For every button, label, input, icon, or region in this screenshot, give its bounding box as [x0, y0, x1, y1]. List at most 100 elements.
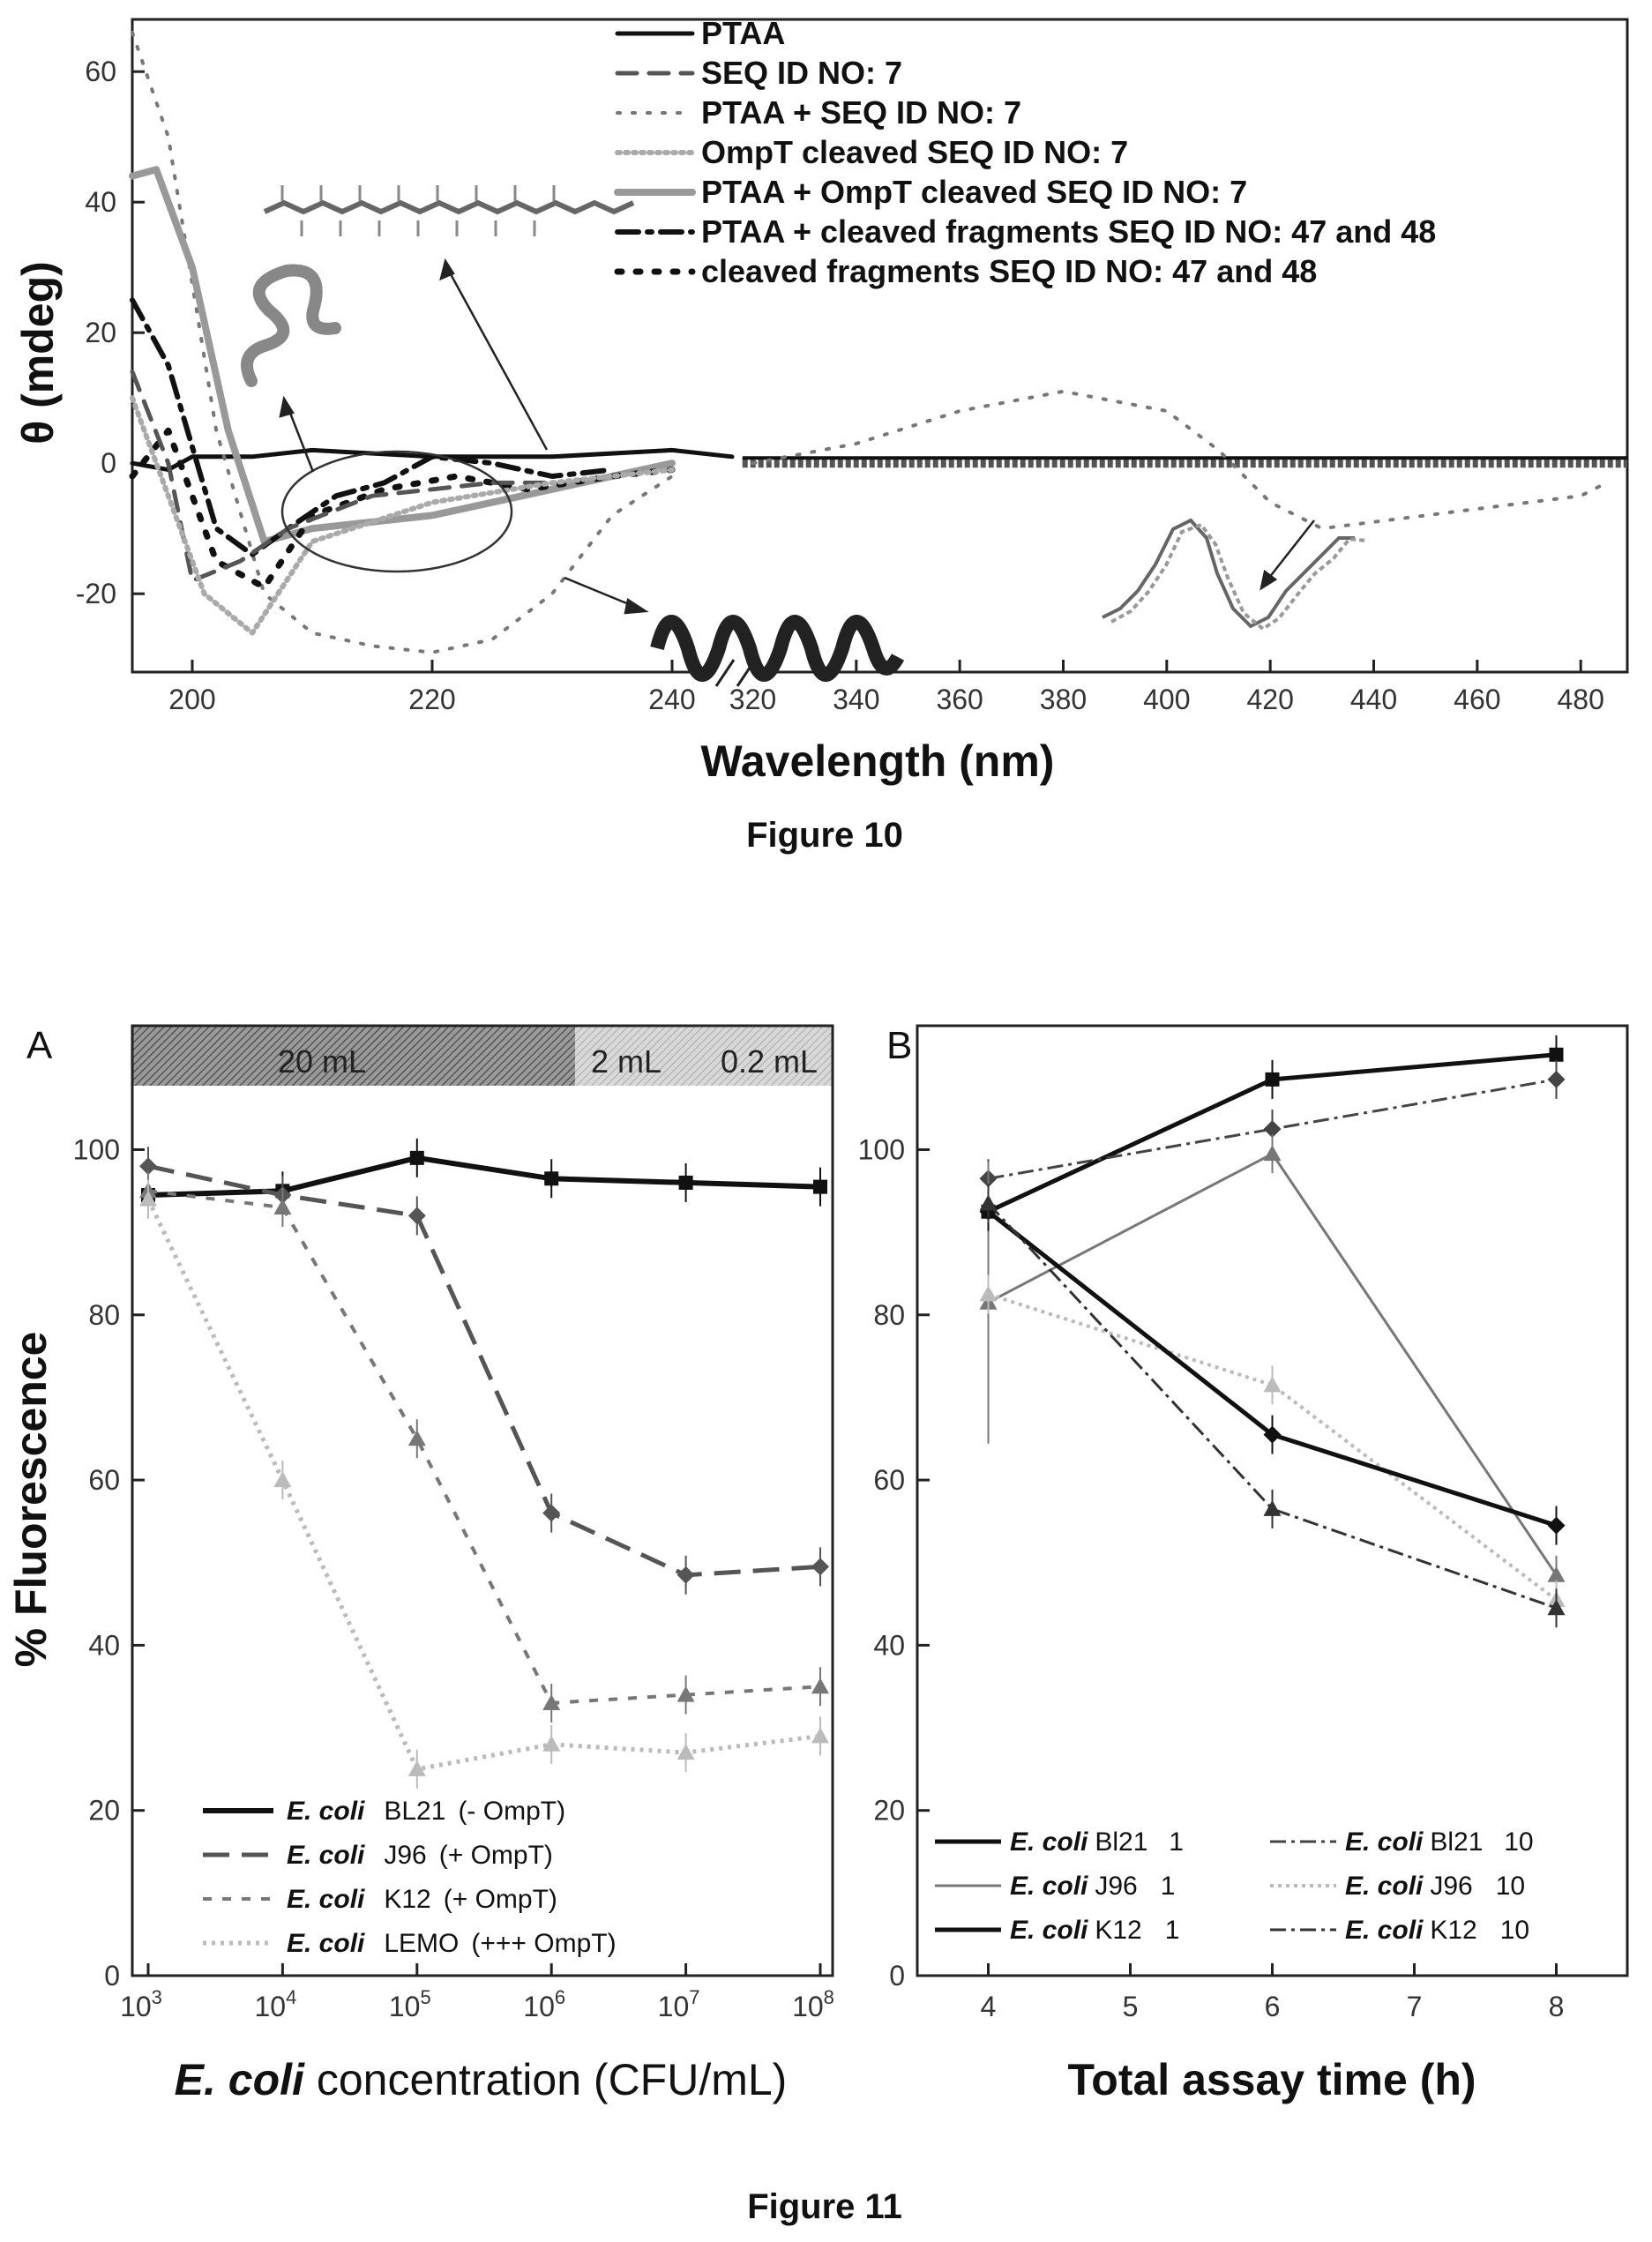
f10-y-tick-label: 20 [85, 317, 116, 348]
f10-series-line [130, 370, 555, 583]
pb-point [1263, 1376, 1282, 1393]
panel-a: 20 mL 2 mL 0.2 mL 0 20 40 60 80 100 103 104 105… [6, 1024, 834, 2104]
pb-x-tick-label: 5 [1123, 1991, 1139, 2022]
pb-x-tick-label: 8 [1549, 1991, 1565, 2022]
f10-x-tick-label: 440 [1350, 684, 1397, 715]
pb-legend-label: E. coli Bl21 10 [1345, 1827, 1534, 1857]
pa-x-tick-label: 105 [389, 1986, 431, 2022]
pb-series-line [987, 1202, 1557, 1610]
pb-point [1549, 1047, 1564, 1062]
f10-x-tick-label: 200 [168, 684, 215, 715]
f10-x-tick-label: 420 [1246, 684, 1293, 715]
polymer-chain-sketch [1102, 518, 1368, 631]
pa-y-tick-label: 100 [73, 1133, 120, 1165]
pb-legend-label: E. coli K12 10 [1345, 1916, 1529, 1945]
figure-10-y-axis-title: θ (mdeg) [13, 261, 63, 445]
band-label-0.2ml: 0.2 mL [721, 1043, 818, 1080]
random-coil-sketch [241, 264, 341, 387]
panel-b-letter: B [886, 1024, 912, 1067]
figure-10-series [129, 30, 1627, 654]
panel-a-plot-frame [131, 1024, 834, 1977]
volume-band-2ml [575, 1026, 833, 1086]
pa-point [676, 1744, 695, 1760]
f10-series-line [129, 166, 676, 545]
f10-x-tick-label: 380 [1040, 684, 1087, 715]
band-label-2ml: 2 mL [591, 1043, 662, 1080]
f10-x-tick-label: 320 [729, 684, 776, 715]
f10-y-tick-label: -20 [76, 578, 116, 609]
panel-a-y-axis-title: % Fluorescence [6, 1332, 56, 1668]
f10-y-tick-label: 60 [85, 56, 116, 87]
pa-legend-label: E. coli K12 (+ OmpT) [287, 1885, 557, 1914]
pa-point [542, 1693, 561, 1710]
pa-y-tick-label: 0 [104, 1960, 120, 1992]
pa-legend-label: E. coli BL21 (- OmpT) [287, 1797, 565, 1826]
pa-x-tick-label: 104 [254, 1986, 296, 2022]
pa-point [407, 1430, 426, 1446]
panel-a-series [139, 1138, 829, 1789]
pa-point [811, 1678, 829, 1694]
alpha-helix-sketch [650, 615, 905, 682]
band-label-20ml: 20 mL [278, 1043, 366, 1080]
panel-b-legend: E. coli Bl21 1 E. coli Bl21 10 E. coli J96 1 E. c… [935, 1827, 1534, 1945]
figure-10-y-ticks: -20 0 20 40 60 [76, 56, 145, 609]
panel-a-x-ticks: 103 104 105 106 107 108 [120, 1963, 834, 2022]
pa-point [407, 1207, 426, 1225]
pb-point [1263, 1120, 1282, 1139]
pa-x-tick-label: 108 [792, 1986, 834, 2022]
volume-band-20ml [132, 1026, 575, 1086]
annotation-arrows [279, 258, 1315, 615]
pb-point [1265, 1072, 1280, 1087]
figure-10: -20 0 20 40 60 200 220 240 320 340 360 380 400 420 44… [13, 15, 1629, 855]
f10-legend-label: SEQ ID NO: 7 [701, 55, 902, 91]
f10-series-line [129, 427, 676, 591]
pb-y-tick-label: 60 [873, 1464, 905, 1496]
pb-x-tick-label: 6 [1265, 1991, 1281, 2022]
pb-point [1263, 1425, 1282, 1444]
pb-y-tick-label: 0 [889, 1960, 905, 1992]
pa-point [811, 1727, 829, 1744]
panel-b-x-ticks: 4 5 6 7 8 [981, 1963, 1565, 2022]
panel-a-letter: A [26, 1024, 53, 1067]
pa-series-line [147, 1189, 821, 1705]
pb-legend-label: E. coli K12 1 [1010, 1916, 1179, 1945]
pb-x-tick-label: 7 [1407, 1991, 1423, 2022]
figure-10-x-axis-title: Wavelength (nm) [701, 736, 1055, 786]
pa-y-tick-label: 60 [88, 1464, 120, 1496]
pb-x-tick-label: 4 [981, 1991, 997, 2022]
f10-legend-label: OmpT cleaved SEQ ID NO: 7 [701, 134, 1128, 170]
f10-y-tick-label: 0 [101, 447, 116, 479]
pb-legend-label: E. coli J96 1 [1010, 1872, 1175, 1901]
pa-legend-label: E. coli LEMO (+++ OmpT) [287, 1929, 617, 1958]
f10-x-tick-label: 240 [648, 684, 695, 715]
f10-series-line [131, 30, 674, 654]
panel-b-y-ticks: 0 20 40 60 80 100 [858, 1133, 930, 1992]
pa-legend-label: E. coli J96 (+ OmpT) [287, 1841, 553, 1870]
panel-b-series [979, 1035, 1566, 1628]
pa-point [542, 1504, 561, 1522]
f10-x-tick-label: 460 [1454, 684, 1500, 715]
pb-point [1547, 1599, 1566, 1616]
f10-legend-label: PTAA + OmpT cleaved SEQ ID NO: 7 [701, 174, 1247, 210]
f10-x-tick-label: 220 [408, 684, 455, 715]
f10-series-line [751, 389, 1609, 531]
f10-x-tick-label: 400 [1143, 684, 1190, 715]
pa-series-line [146, 1198, 821, 1772]
pa-y-tick-label: 80 [88, 1299, 120, 1331]
pb-legend-label: E. coli Bl21 1 [1010, 1827, 1184, 1857]
panel-a-y-ticks: 0 20 40 60 80 100 [73, 1133, 145, 1992]
pb-point [1263, 1499, 1282, 1516]
figure-10-caption: Figure 10 [746, 816, 903, 855]
f10-series-line [130, 297, 615, 557]
pa-series-line [147, 1155, 821, 1198]
pa-point [407, 1760, 426, 1776]
f10-x-tick-label: 360 [936, 684, 983, 715]
pa-point [811, 1558, 829, 1576]
panel-a-x-axis-title: E. coli concentration (CFU/mL) [175, 2055, 788, 2104]
pb-legend-label: E. coli J96 10 [1345, 1872, 1525, 1901]
pb-point [979, 1285, 998, 1302]
pa-point [409, 1150, 424, 1165]
